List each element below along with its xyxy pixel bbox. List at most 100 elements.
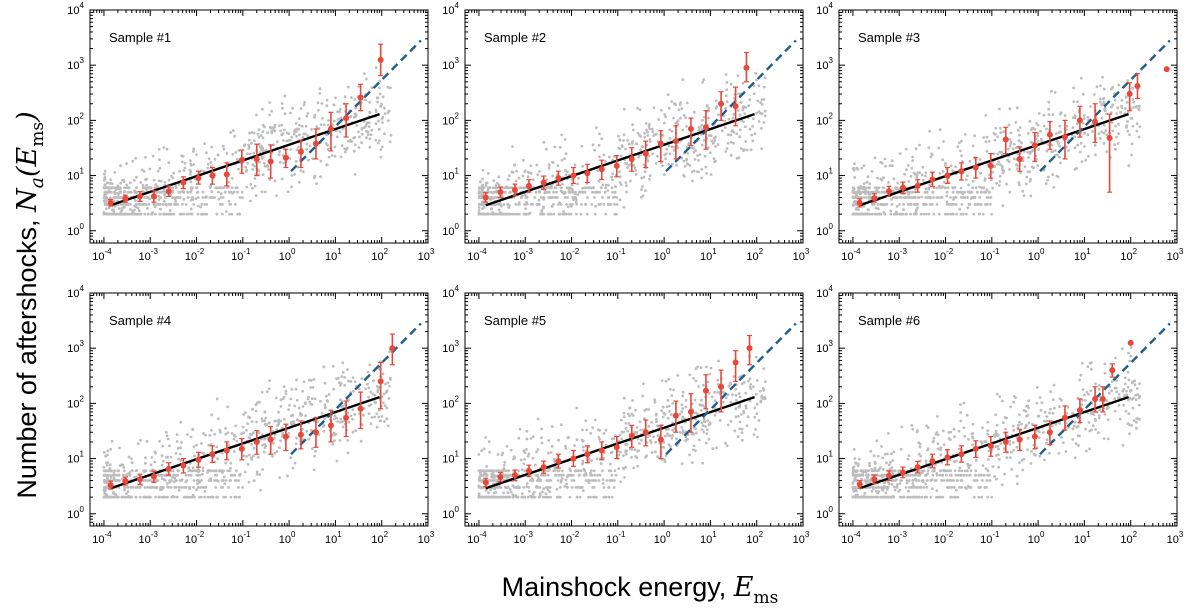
raw-point — [171, 186, 175, 190]
raw-point — [326, 400, 330, 403]
raw-point — [308, 144, 312, 148]
raw-point — [188, 486, 191, 489]
raw-point — [726, 133, 730, 137]
raw-point — [107, 181, 111, 185]
raw-point — [182, 198, 186, 201]
raw-point — [315, 182, 318, 186]
raw-point — [707, 134, 711, 137]
raw-point — [131, 159, 135, 163]
raw-point — [1110, 105, 1113, 109]
binned-point — [1134, 82, 1141, 89]
raw-point — [1045, 127, 1048, 131]
raw-point — [751, 125, 754, 128]
raw-point — [625, 184, 628, 188]
raw-point — [560, 182, 564, 186]
raw-point — [277, 153, 281, 157]
x-tick-exponent: -3 — [151, 530, 159, 539]
raw-point — [327, 393, 331, 396]
raw-point — [891, 196, 895, 199]
raw-point — [123, 488, 126, 492]
binned-point — [584, 170, 591, 177]
raw-point — [324, 142, 328, 145]
raw-point — [291, 466, 295, 470]
raw-point — [107, 206, 111, 210]
raw-point — [268, 379, 271, 383]
raw-point — [1124, 95, 1128, 99]
raw-point — [185, 433, 189, 436]
raw-point — [700, 176, 704, 180]
raw-point — [589, 186, 593, 190]
raw-point — [889, 212, 893, 216]
raw-point — [622, 205, 626, 209]
raw-point — [366, 382, 369, 386]
binned-point — [165, 465, 172, 472]
raw-point — [1047, 100, 1051, 104]
y-tick-label: 100 — [67, 222, 84, 238]
raw-point — [1009, 131, 1013, 135]
raw-point — [260, 417, 264, 420]
raw-point — [732, 130, 736, 134]
binned-point — [195, 456, 202, 463]
raw-point — [895, 212, 899, 216]
binned-point — [944, 172, 951, 179]
raw-point — [512, 212, 516, 216]
raw-point — [562, 210, 565, 213]
raw-point — [292, 132, 296, 136]
raw-point — [164, 196, 167, 199]
raw-point — [213, 432, 217, 436]
raw-point — [694, 149, 698, 152]
raw-point — [713, 160, 716, 164]
binned-point — [885, 188, 892, 195]
raw-point — [1002, 169, 1006, 173]
raw-point — [232, 190, 236, 194]
raw-point — [299, 414, 303, 417]
raw-point — [241, 196, 244, 200]
raw-point — [238, 473, 242, 477]
raw-point — [985, 188, 989, 192]
raw-point — [852, 187, 856, 191]
raw-point — [343, 150, 347, 154]
raw-point — [123, 469, 126, 473]
raw-point — [136, 206, 140, 210]
chart-panel-3: 10-4 10-3 10-2 10-1 100 101 102 103100101102103… — [816, 1, 1184, 263]
raw-point — [190, 495, 194, 499]
raw-point — [169, 455, 173, 459]
raw-point — [1115, 112, 1119, 116]
raw-point — [363, 126, 366, 129]
raw-point — [105, 207, 108, 211]
raw-point — [368, 145, 372, 149]
raw-point — [141, 186, 145, 190]
raw-point — [196, 204, 200, 208]
raw-point — [189, 162, 193, 166]
raw-point — [559, 186, 563, 190]
raw-point — [283, 112, 287, 116]
raw-point — [120, 208, 124, 212]
raw-point — [201, 190, 205, 194]
y-tick-label: 101 — [67, 450, 84, 466]
raw-point — [1099, 84, 1102, 88]
raw-point — [652, 106, 656, 110]
raw-point — [967, 203, 971, 206]
binned-point — [389, 345, 396, 352]
binned-point — [732, 103, 739, 110]
raw-point — [106, 478, 109, 481]
raw-point — [160, 463, 164, 467]
raw-point — [378, 139, 381, 143]
raw-point — [295, 436, 298, 440]
raw-point — [287, 132, 291, 136]
raw-point — [126, 490, 130, 493]
raw-point — [136, 485, 140, 489]
raw-point — [333, 154, 337, 158]
raw-point — [1065, 124, 1069, 128]
raw-point — [362, 72, 366, 75]
raw-point — [1105, 150, 1109, 154]
y-tick-base: 10 — [442, 171, 454, 183]
raw-point — [223, 190, 227, 194]
raw-point — [191, 466, 195, 470]
raw-point — [482, 205, 486, 209]
raw-point — [154, 495, 158, 499]
raw-point — [970, 197, 973, 200]
raw-point — [937, 196, 940, 199]
raw-point — [238, 196, 242, 199]
raw-point — [998, 163, 1002, 167]
